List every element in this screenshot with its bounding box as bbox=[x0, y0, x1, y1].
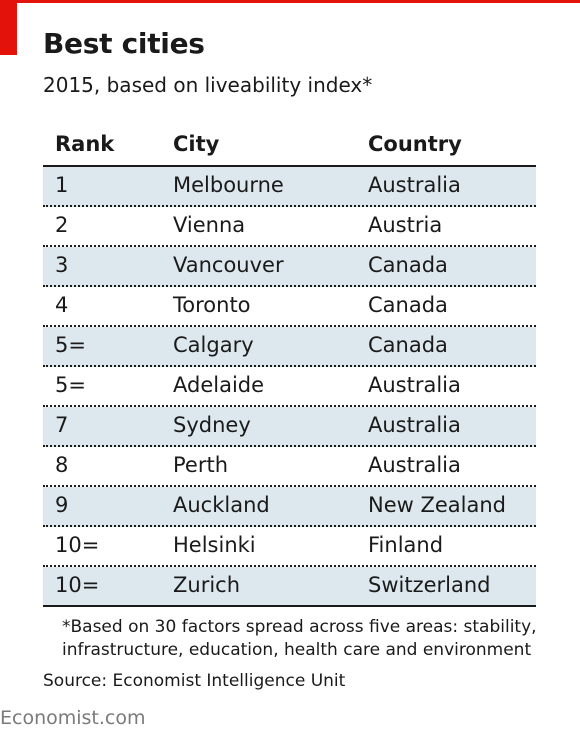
country-cell: Canada bbox=[368, 333, 448, 357]
city-cell: Zurich bbox=[173, 573, 241, 597]
table-row: 1 Melbourne Australia bbox=[43, 167, 536, 207]
footnote: *Based on 30 factors spread across five … bbox=[62, 617, 537, 660]
city-cell: Vienna bbox=[173, 213, 246, 237]
chart-title: Best cities bbox=[43, 27, 205, 60]
rank-cell: 7 bbox=[55, 413, 69, 437]
table-row: 4 Toronto Canada bbox=[43, 287, 536, 327]
table-row: 10= Zurich Switzerland bbox=[43, 567, 536, 607]
column-header-country: Country bbox=[368, 132, 462, 156]
country-cell: Australia bbox=[368, 413, 461, 437]
rank-cell: 4 bbox=[55, 293, 69, 317]
table-body: 1 Melbourne Australia 2 Vienna Austria 3 Vancou… bbox=[43, 167, 536, 607]
country-cell: Australia bbox=[368, 453, 461, 477]
column-header-city: City bbox=[173, 132, 220, 156]
rank-cell: 2 bbox=[55, 213, 69, 237]
city-cell: Auckland bbox=[173, 493, 270, 517]
country-cell: New Zealand bbox=[368, 493, 506, 517]
country-cell: Australia bbox=[368, 173, 461, 197]
rank-cell: 3 bbox=[55, 253, 69, 277]
city-cell: Vancouver bbox=[173, 253, 284, 277]
rank-cell: 9 bbox=[55, 493, 69, 517]
city-cell: Sydney bbox=[173, 413, 251, 437]
rank-cell: 1 bbox=[55, 173, 69, 197]
table-row: 8 Perth Australia bbox=[43, 447, 536, 487]
table-row: 3 Vancouver Canada bbox=[43, 247, 536, 287]
brand-label: Economist.com bbox=[0, 707, 146, 729]
table-row: 9 Auckland New Zealand bbox=[43, 487, 536, 527]
table-header: Rank City Country bbox=[43, 128, 536, 167]
table-row: 2 Vienna Austria bbox=[43, 207, 536, 247]
rank-cell: 10= bbox=[55, 533, 100, 557]
table-row: 5= Adelaide Australia bbox=[43, 367, 536, 407]
city-cell: Toronto bbox=[173, 293, 251, 317]
city-cell: Calgary bbox=[173, 333, 254, 357]
table-row: 10= Helsinki Finland bbox=[43, 527, 536, 567]
rank-cell: 10= bbox=[55, 573, 100, 597]
table-row: 7 Sydney Australia bbox=[43, 407, 536, 447]
country-cell: Finland bbox=[368, 533, 444, 557]
country-cell: Austria bbox=[368, 213, 443, 237]
city-cell: Melbourne bbox=[173, 173, 284, 197]
city-cell: Perth bbox=[173, 453, 229, 477]
city-cell: Adelaide bbox=[173, 373, 265, 397]
source-note: Source: Economist Intelligence Unit bbox=[43, 671, 346, 691]
country-cell: Switzerland bbox=[368, 573, 491, 597]
table-row: 5= Calgary Canada bbox=[43, 327, 536, 367]
column-header-rank: Rank bbox=[55, 132, 115, 156]
country-cell: Australia bbox=[368, 373, 461, 397]
rank-cell: 5= bbox=[55, 333, 86, 357]
rank-cell: 5= bbox=[55, 373, 86, 397]
country-cell: Canada bbox=[368, 253, 448, 277]
brand-red-tab bbox=[0, 0, 17, 55]
city-cell: Helsinki bbox=[173, 533, 256, 557]
top-accent-rule bbox=[0, 0, 580, 3]
rankings-table: Rank City Country 1 Melbourne Australia 2 Vi… bbox=[43, 128, 536, 607]
chart-subtitle: 2015, based on liveability index* bbox=[43, 73, 373, 97]
country-cell: Canada bbox=[368, 293, 448, 317]
rank-cell: 8 bbox=[55, 453, 69, 477]
